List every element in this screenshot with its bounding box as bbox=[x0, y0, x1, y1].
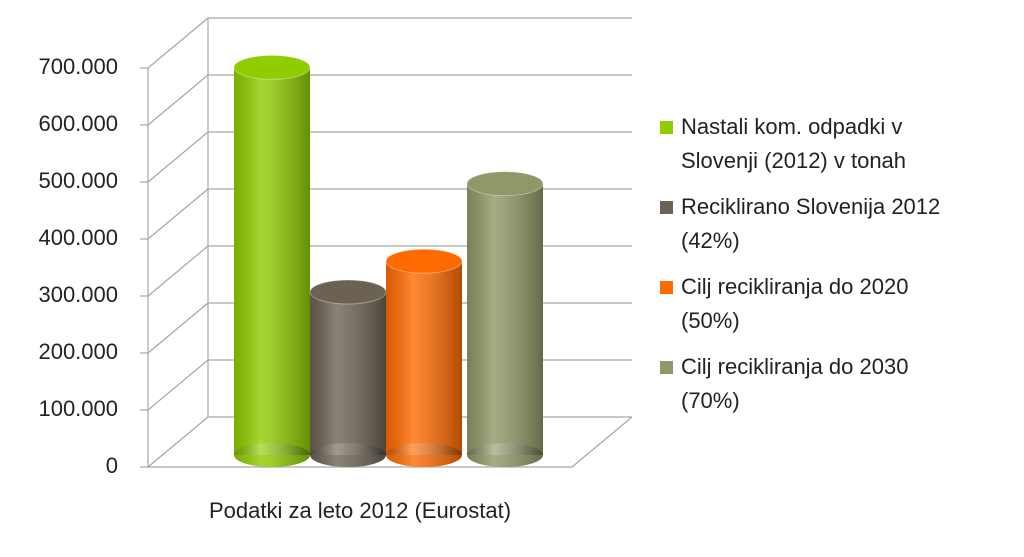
legend: Nastali kom. odpadki v Slovenji (2012) v… bbox=[660, 110, 970, 430]
legend-item: Reciklirano Slovenija 2012 (42%) bbox=[660, 190, 970, 258]
floor bbox=[148, 416, 633, 468]
y-tick-label: 200.000 bbox=[38, 339, 118, 364]
bar-shade bbox=[386, 443, 462, 467]
cylinder-top bbox=[385, 248, 463, 274]
cylinder bbox=[466, 171, 544, 467]
grid-line bbox=[147, 74, 632, 126]
grid-line bbox=[147, 17, 632, 69]
legend-item: Nastali kom. odpadki v Slovenji (2012) v… bbox=[660, 110, 970, 178]
bar-shade bbox=[386, 261, 462, 455]
y-tick-label: 700.000 bbox=[38, 54, 118, 79]
legend-item: Cilj recikliranja do 2030 (70%) bbox=[660, 350, 970, 418]
y-tick-label: 100.000 bbox=[38, 396, 118, 421]
legend-swatch bbox=[660, 361, 673, 374]
bar-shade bbox=[467, 183, 543, 455]
legend-label: Cilj recikliranja do 2030 (70%) bbox=[681, 354, 909, 413]
legend-item: Cilj recikliranja do 2020 (50%) bbox=[660, 270, 970, 338]
legend-label: Cilj recikliranja do 2020 (50%) bbox=[681, 274, 909, 333]
y-tick-label: 500.000 bbox=[38, 168, 118, 193]
y-tick-label: 300.000 bbox=[38, 282, 118, 307]
cylinder bbox=[309, 279, 387, 467]
bar-shade bbox=[234, 443, 310, 467]
bar-shade bbox=[310, 443, 386, 467]
x-tick-label: Podatki za leto 2012 (Eurostat) bbox=[209, 498, 511, 523]
bar-shade bbox=[310, 291, 386, 455]
grid-line bbox=[147, 188, 632, 240]
bar-shade bbox=[234, 67, 310, 456]
cylinder-top bbox=[233, 54, 311, 80]
legend-swatch bbox=[660, 201, 673, 214]
cylinder-top bbox=[309, 279, 387, 305]
cylinder-top bbox=[466, 171, 544, 197]
legend-swatch bbox=[660, 281, 673, 294]
cylinder bbox=[385, 248, 463, 467]
cylinder bbox=[233, 54, 311, 467]
legend-swatch bbox=[660, 121, 673, 134]
y-tick-label: 0 bbox=[106, 453, 118, 478]
legend-label: Nastali kom. odpadki v Slovenji (2012) v… bbox=[681, 114, 907, 173]
legend-label: Reciklirano Slovenija 2012 (42%) bbox=[681, 194, 941, 253]
y-tick-label: 600.000 bbox=[38, 111, 118, 136]
bar-shade bbox=[467, 443, 543, 467]
y-tick-label: 400.000 bbox=[38, 225, 118, 250]
grid-line bbox=[147, 131, 632, 183]
